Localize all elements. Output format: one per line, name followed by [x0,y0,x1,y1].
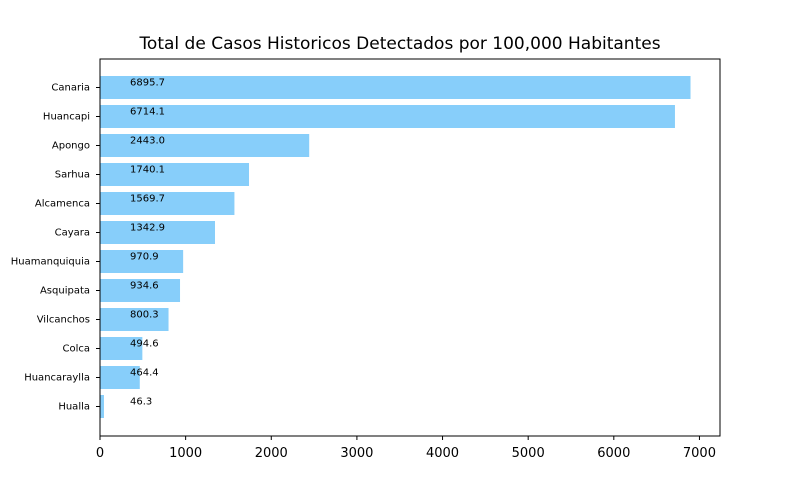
x-tick-label-0: 0 [96,446,104,461]
y-tick-label-colca: Colca [62,344,90,355]
value-label-cayara: 1342.9 [130,223,165,234]
x-tick-label-3000: 3000 [340,446,373,461]
y-tick-label-cayara: Cayara [55,228,90,239]
value-label-hualla: 46.3 [130,397,152,408]
bar-apongo [100,134,310,157]
bar-huamanquiquia [100,250,184,273]
y-axis: Canaria Huancapi Apongo Sarhua Alcamenca Caya… [11,83,100,413]
y-tick-label-canaria: Canaria [51,83,90,94]
y-tick-label-vilcanchos: Vilcanchos [37,315,90,326]
value-labels-group: 6895.7 6714.1 2443.0 1740.1 1569.7 1342.9 970.… [130,78,165,408]
chart-title: Total de Casos Historicos Detectados por… [138,34,660,54]
x-tick-label-2000: 2000 [255,446,288,461]
x-tick-label-1000: 1000 [169,446,202,461]
bar-asquipata [100,279,181,302]
y-tick-label-apongo: Apongo [52,141,90,152]
bar-cayara [100,221,215,244]
value-label-apongo: 2443.0 [130,136,165,147]
y-tick-label-hualla: Hualla [58,402,90,413]
x-tick-label-7000: 7000 [683,446,716,461]
y-tick-label-huamanquiquia: Huamanquiquia [11,257,90,268]
y-tick-label-sarhua: Sarhua [55,170,90,181]
bar-hualla [100,395,104,418]
y-tick-label-huancapi: Huancapi [43,112,90,123]
x-tick-label-5000: 5000 [512,446,545,461]
value-label-canaria: 6895.7 [130,78,165,89]
bar-colca [100,337,143,360]
value-label-alcamenca: 1569.7 [130,194,165,205]
y-tick-label-asquipata: Asquipata [40,286,90,297]
x-tick-label-4000: 4000 [426,446,459,461]
value-label-vilcanchos: 800.3 [130,310,159,321]
value-label-colca: 494.6 [130,339,159,350]
value-label-asquipata: 934.6 [130,281,159,292]
bar-canaria [100,76,691,99]
value-label-huancaraylla: 464.4 [130,368,159,379]
y-tick-label-alcamenca: Alcamenca [35,199,90,210]
plot-frame [99,58,721,437]
bar-vilcanchos [100,308,169,331]
bar-alcamenca [100,192,235,215]
bar-huancapi [100,105,675,128]
value-label-huancapi: 6714.1 [130,107,165,118]
bar-sarhua [100,163,250,186]
value-label-sarhua: 1740.1 [130,165,165,176]
value-label-huamanquiquia: 970.9 [130,252,159,263]
bar-huancaraylla [100,366,140,389]
bars-group [100,76,691,418]
y-tick-label-huancaraylla: Huancaraylla [24,373,90,384]
x-tick-label-6000: 6000 [597,446,630,461]
x-axis: 0 1000 2000 3000 4000 5000 6000 7000 [96,436,716,461]
